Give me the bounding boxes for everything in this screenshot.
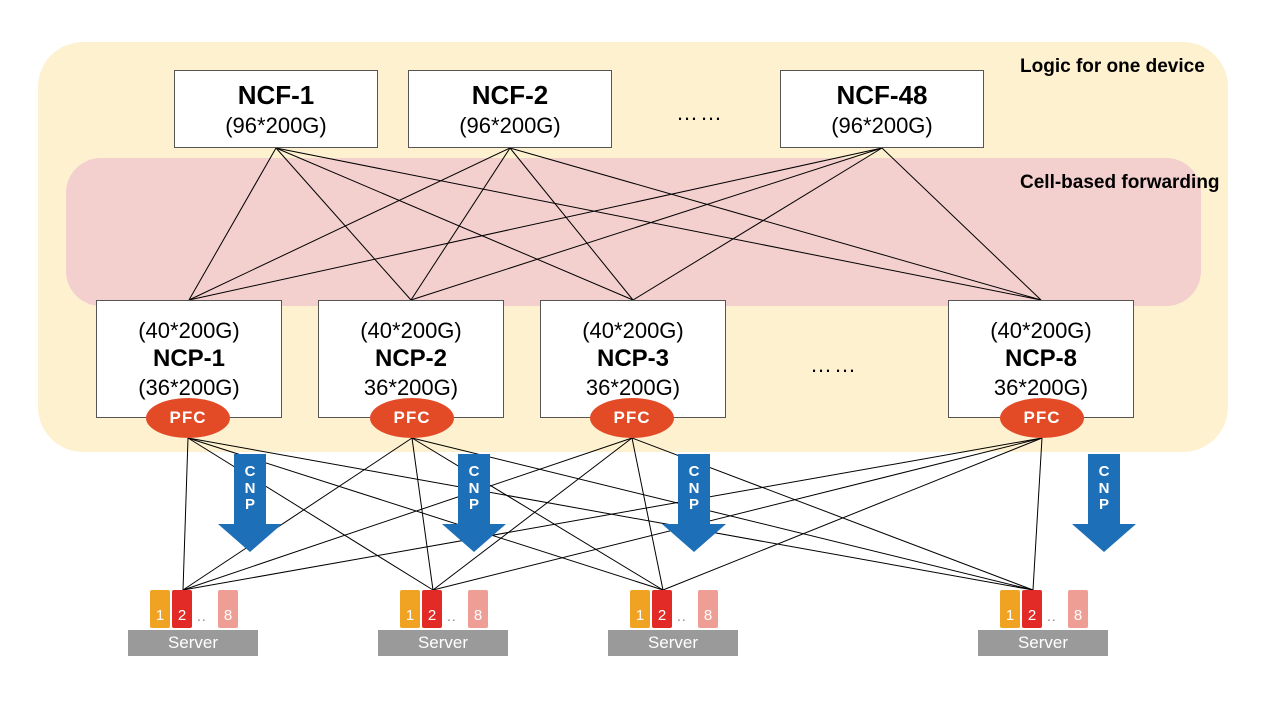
ncf-title: NCF-1 [238,79,315,112]
server-port-8: 8 [218,590,238,628]
cnp-letter: N [245,481,256,498]
ncf-title: NCF-2 [472,79,549,112]
cnp-arrow-cnp2: CNP [442,454,506,552]
cnp-shaft: CNP [678,454,710,524]
ncp-title: NCP-8 [1005,344,1077,374]
logic-label: Logic for one device [1020,56,1205,78]
server-port-2: 2 [1022,590,1042,628]
ncf-box-ncf2: NCF-2(96*200G) [408,70,612,148]
server-port-8: 8 [698,590,718,628]
pfc-badge-pfc3: PFC [590,398,674,438]
pfc-badge-pfc2: PFC [370,398,454,438]
cnp-shaft: CNP [234,454,266,524]
server-base-srv3: Server [608,630,738,656]
ncp-top: (40*200G) [582,317,684,345]
server-port-8: 8 [1068,590,1088,628]
server-base-srv2: Server [378,630,508,656]
cnp-shaft: CNP [1088,454,1120,524]
pfc-badge-pfc1: PFC [146,398,230,438]
server-port-1: 1 [1000,590,1020,628]
cnp-arrow-cnp8: CNP [1072,454,1136,552]
ncp-top: (40*200G) [138,317,240,345]
ncf-box-ncf1: NCF-1(96*200G) [174,70,378,148]
ncp-title: NCP-3 [597,344,669,374]
ncp-title: NCP-1 [153,344,225,374]
cnp-letter: P [689,497,699,514]
cnp-arrow-cnp3: CNP [662,454,726,552]
cell-label: Cell-based forwarding [1020,172,1220,194]
ncp-title: NCP-2 [375,344,447,374]
server-port-2: 2 [652,590,672,628]
cnp-head [218,524,282,552]
cnp-letter: N [1099,481,1110,498]
cnp-letter: C [1099,464,1110,481]
server-port-dots: .. [677,608,687,624]
cnp-letter: N [689,481,700,498]
cnp-letter: C [689,464,700,481]
server-port-2: 2 [422,590,442,628]
cnp-head [662,524,726,552]
cnp-letter: N [469,481,480,498]
ncp-ellipsis: …… [810,352,858,378]
ncf-sub: (96*200G) [831,112,933,140]
ncf-box-ncf48: NCF-48(96*200G) [780,70,984,148]
diagram-stage: NCF-1(96*200G)NCF-2(96*200G)NCF-48(96*20… [0,0,1265,714]
server-base-srv8: Server [978,630,1108,656]
ncf-ellipsis: …… [676,100,724,126]
ncf-title: NCF-48 [836,79,927,112]
cnp-letter: C [469,464,480,481]
server-port-dots: .. [447,608,457,624]
cnp-head [1072,524,1136,552]
server-base-srv1: Server [128,630,258,656]
ncf-sub: (96*200G) [459,112,561,140]
server-port-dots: .. [197,608,207,624]
server-port-dots: .. [1047,608,1057,624]
cnp-letter: P [1099,497,1109,514]
ncf-sub: (96*200G) [225,112,327,140]
cnp-letter: C [245,464,256,481]
server-port-2: 2 [172,590,192,628]
server-port-1: 1 [400,590,420,628]
server-port-1: 1 [630,590,650,628]
cnp-letter: P [469,497,479,514]
cnp-letter: P [245,497,255,514]
server-port-8: 8 [468,590,488,628]
cnp-head [442,524,506,552]
cnp-shaft: CNP [458,454,490,524]
cnp-arrow-cnp1: CNP [218,454,282,552]
ncp-top: (40*200G) [990,317,1092,345]
server-port-1: 1 [150,590,170,628]
ncp-top: (40*200G) [360,317,462,345]
pfc-badge-pfc8: PFC [1000,398,1084,438]
